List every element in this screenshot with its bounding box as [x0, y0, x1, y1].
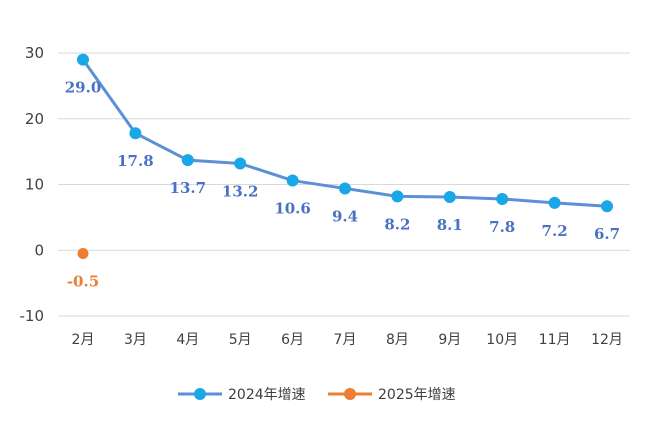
x-tick-label: 12月 [591, 332, 623, 348]
data-label: -0.5 [67, 273, 99, 291]
data-label: 7.8 [489, 218, 515, 236]
data-point [339, 182, 351, 195]
legend-marker-2025 [344, 388, 356, 400]
x-tick-label: 7月 [334, 332, 357, 348]
x-tick-label: 8月 [386, 332, 409, 348]
data-point [391, 190, 404, 203]
legend-item-2024: 2024年增速 [178, 387, 306, 403]
data-point [496, 192, 509, 205]
data-point [548, 196, 561, 209]
data-label: 13.7 [170, 179, 207, 197]
x-tick-label: 9月 [438, 332, 461, 348]
data-point [77, 53, 89, 66]
data-point [181, 154, 194, 167]
data-point [77, 248, 89, 260]
x-tick-label: 10月 [486, 332, 518, 348]
data-label: 13.2 [222, 182, 259, 200]
x-tick-label: 11月 [539, 332, 571, 348]
data-point [129, 127, 142, 140]
data-label: 7.2 [542, 222, 568, 240]
legend-label-2025: 2025年增速 [378, 387, 456, 403]
data-label: 8.2 [384, 215, 410, 233]
data-labels: 29.0 17.8 13.7 13.2 10.6 9.4 8.2 8.1 7.8 7.2 6.7 -0… [65, 79, 620, 291]
data-point [601, 200, 613, 213]
x-tick-label: 4月 [176, 332, 199, 348]
series-layer [77, 53, 613, 260]
data-label: 10.6 [274, 200, 311, 218]
data-point [286, 174, 299, 187]
legend-marker-2024 [194, 388, 206, 400]
x-tick-label: 6月 [281, 332, 304, 348]
y-tick-label: 10 [25, 176, 44, 194]
legend-item-2025: 2025年增速 [328, 387, 456, 403]
x-tick-label: 3月 [124, 332, 147, 348]
data-label: 17.8 [117, 152, 154, 170]
y-tick-label: -10 [20, 307, 45, 325]
y-tick-label: 20 [25, 110, 44, 128]
x-tick-label: 2月 [72, 332, 95, 348]
x-axis-ticks: 2月 3月 4月 5月 6月 7月 8月 9月 10月 11月 12月 [72, 332, 623, 348]
legend-label-2024: 2024年增速 [228, 387, 306, 403]
data-label: 29.0 [65, 79, 102, 97]
y-tick-label: 0 [34, 241, 44, 259]
data-point [443, 190, 456, 203]
data-label: 6.7 [594, 225, 620, 243]
data-label: 9.4 [332, 207, 358, 225]
y-tick-label: 30 [25, 44, 44, 62]
legend: 2024年增速 2025年增速 [178, 387, 456, 403]
y-axis-ticks: 30 20 10 0 -10 [20, 44, 45, 325]
data-label: 8.1 [437, 216, 463, 234]
data-point [234, 157, 247, 170]
x-tick-label: 5月 [229, 332, 252, 348]
